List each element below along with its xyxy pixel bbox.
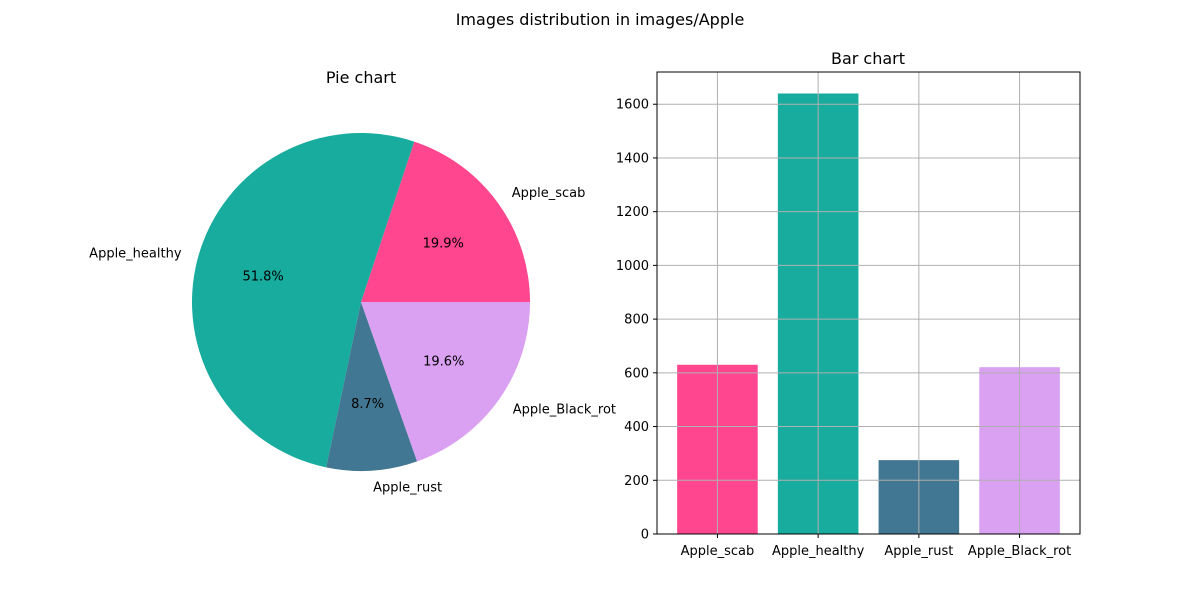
y-tick-label: 1200 [616, 205, 649, 220]
pie-percent-apple-black-rot: 19.6% [423, 355, 464, 370]
y-tick-label: 800 [624, 313, 649, 328]
x-tick-label-apple-rust: Apple_rust [884, 544, 953, 559]
pie-labels: Apple_scab 19.9% Apple_healthy 51.8% Apple_r… [89, 186, 616, 495]
y-tick-label: 1000 [616, 259, 649, 274]
x-tick-label-apple-scab: Apple_scab [681, 544, 755, 559]
bar-chart-title: Bar chart [831, 49, 905, 68]
y-tick-label: 1400 [616, 151, 649, 166]
pie-slice-apple-healthy [192, 133, 415, 468]
pie-slices [192, 133, 530, 471]
pie-slice-apple-rust [326, 302, 418, 471]
y-tick-label: 600 [624, 366, 649, 381]
y-tick-label: 400 [624, 420, 649, 435]
pie-label-apple-healthy: Apple_healthy [89, 246, 182, 261]
pie-percent-apple-scab: 19.9% [423, 237, 464, 252]
x-tick-label-apple-healthy: Apple_healthy [772, 544, 865, 559]
bar-bars [677, 93, 1060, 534]
pie-slice-apple-black-rot [361, 302, 530, 462]
y-tick-label: 0 [641, 528, 649, 543]
y-tick-label: 1600 [616, 98, 649, 113]
pie-slice-apple-scab [361, 141, 530, 302]
pie-chart: Pie chart Apple_scab 19.9% Apple_healthy 51… [89, 68, 616, 496]
pie-percent-apple-rust: 8.7% [351, 397, 384, 412]
bar-chart: Bar chart 02004006008001000120014001600 … [616, 49, 1081, 559]
bar-chart-frame [656, 71, 1081, 535]
pie-percent-apple-healthy: 51.8% [242, 270, 283, 285]
x-tick-label-apple-black-rot: Apple_Black_rot [968, 544, 1071, 559]
pie-label-apple-scab: Apple_scab [512, 186, 586, 201]
pie-label-apple-rust: Apple_rust [373, 481, 442, 496]
pie-label-apple-black-rot: Apple_Black_rot [513, 402, 616, 417]
bar-y-axis: 0 200 400 600 800 1000 1200 1400 1600 [616, 98, 657, 543]
pie-chart-title: Pie chart [326, 68, 396, 87]
y-tick-label: 200 [624, 474, 649, 489]
figure-title: Images distribution in images/Apple [456, 10, 745, 29]
bar-x-axis: Apple_scab Apple_healthy Apple_rust Apple_B… [681, 534, 1071, 559]
